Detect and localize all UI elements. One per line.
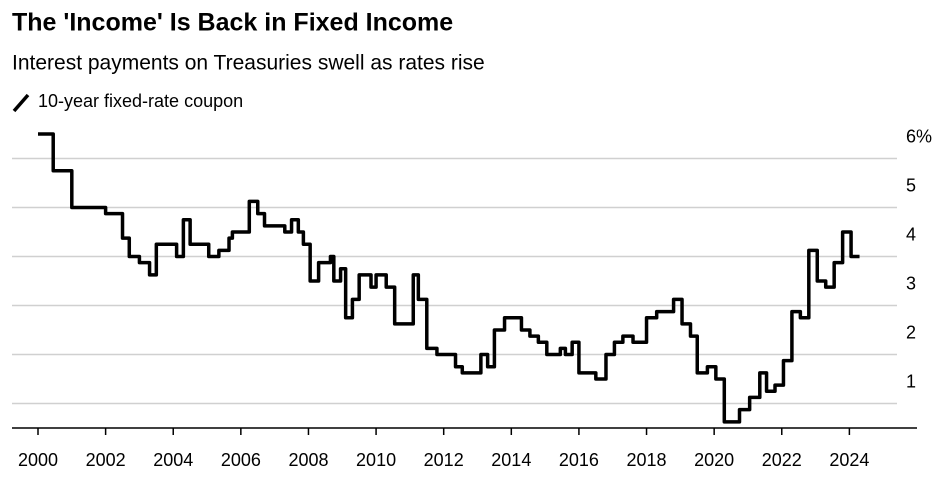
x-tick-label: 2010	[356, 450, 396, 470]
chart-title: The 'Income' Is Back in Fixed Income	[12, 9, 453, 37]
chart-subtitle: Interest payments on Treasuries swell as…	[12, 52, 485, 75]
line-series	[38, 132, 860, 424]
x-tick-label: 2008	[288, 450, 328, 470]
x-tick-label: 2002	[86, 450, 126, 470]
legend-label: 10-year fixed-rate coupon	[38, 91, 243, 111]
x-tick-label: 2000	[18, 450, 58, 470]
y-tick-label: 4	[906, 224, 916, 244]
y-tick-label: 5	[906, 175, 916, 195]
x-tick-label: 2020	[694, 450, 734, 470]
x-tick-label: 2018	[627, 450, 667, 470]
x-tick-label: 2024	[829, 450, 869, 470]
y-tick-label: 6%	[906, 126, 932, 146]
x-tick-label: 2012	[424, 450, 464, 470]
x-tick-label: 2022	[762, 450, 802, 470]
y-tick-label: 1	[906, 371, 916, 391]
y-tick-label: 2	[906, 322, 916, 342]
legend-icon	[12, 93, 30, 113]
y-tick-label: 3	[906, 273, 916, 293]
x-tick-label: 2006	[221, 450, 261, 470]
x-tick-label: 2014	[491, 450, 531, 470]
x-tick-label: 2004	[153, 450, 193, 470]
x-tick-label: 2016	[559, 450, 599, 470]
